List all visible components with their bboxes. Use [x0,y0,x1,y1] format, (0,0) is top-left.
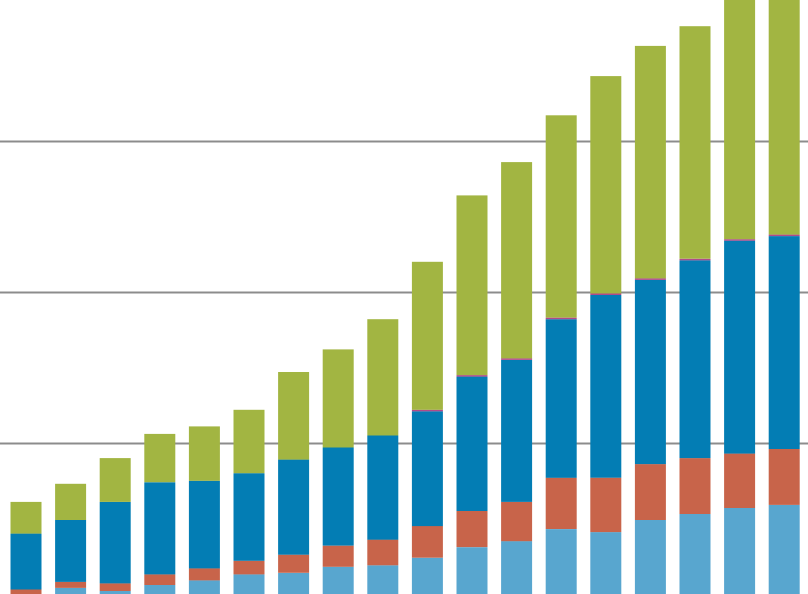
bar-segment-13-series-2 [545,477,577,529]
bar-segment-14-series-4 [590,293,622,295]
bar-segment-1-series-5 [10,501,42,534]
bar-segment-1-series-3 [10,533,42,590]
bar-segment-4-series-3 [144,482,176,575]
bar-segment-5-series-3 [188,480,220,569]
bar-segment-8-series-2 [322,545,354,567]
bar-segment-18-series-1 [768,504,800,594]
bar-segment-16-series-2 [679,458,711,514]
bar-segment-5-series-1 [188,580,220,594]
bar-segment-15-series-4 [634,278,666,280]
bar-segment-6-series-5 [233,409,265,474]
bar-segment-15-series-3 [634,279,666,465]
bar-segment-17-series-2 [724,453,756,508]
bar-segment-2-series-5 [55,483,87,520]
bar-segment-12-series-4 [501,358,533,360]
bar-segment-11-series-5 [456,195,488,376]
bar-segment-11-series-1 [456,547,488,594]
bar-segment-6-series-2 [233,560,265,575]
bar-segment-7-series-2 [278,554,310,573]
bar-segment-17-series-1 [724,507,756,594]
bar-segment-12-series-1 [501,541,533,594]
bar-segment-9-series-1 [367,565,399,594]
bar-segment-2-series-2 [55,581,87,588]
bar-segment-3-series-2 [99,583,131,591]
bar-segment-7-series-3 [278,459,310,555]
bar-segment-16-series-5 [679,26,711,259]
bar-segment-18-series-3 [768,236,800,449]
bar-segment-9-series-5 [367,319,399,436]
bar-segment-18-series-5 [768,0,800,235]
bar-segment-4-series-2 [144,574,176,585]
bar-segment-17-series-4 [724,239,756,241]
bar-segment-10-series-5 [411,261,443,410]
bar-segment-10-series-1 [411,557,443,594]
bar-segment-2-series-3 [55,520,87,582]
bar-segment-7-series-5 [278,372,310,460]
bar-segment-3-series-3 [99,501,131,584]
bar-segment-11-series-3 [456,376,488,511]
bar-segment-9-series-3 [367,435,399,540]
bar-segment-10-series-2 [411,526,443,558]
bar-segment-14-series-2 [590,477,622,533]
bar-segment-4-series-5 [144,433,176,483]
bar-segment-15-series-2 [634,464,666,520]
bar-segment-13-series-4 [545,317,577,320]
bar-segment-3-series-1 [99,591,131,594]
bar-segment-16-series-4 [679,258,711,261]
bar-segment-6-series-3 [233,473,265,561]
bar-segment-4-series-1 [144,584,176,594]
bar-segment-8-series-1 [322,566,354,594]
bar-segment-2-series-1 [55,588,87,594]
bar-segment-11-series-4 [456,375,488,377]
bar-segment-12-series-3 [501,360,533,502]
bar-segment-13-series-5 [545,115,577,318]
bar-segment-14-series-3 [590,295,622,478]
bar-segment-12-series-2 [501,501,533,542]
bar-segment-10-series-4 [411,409,443,412]
bar-segment-18-series-4 [768,234,800,237]
bar-segment-18-series-2 [768,449,800,505]
bar-segment-15-series-5 [634,45,666,279]
bar-segment-5-series-5 [188,426,220,481]
bar-segment-1-series-2 [10,589,42,594]
bar-segment-17-series-5 [724,0,756,240]
bar-segment-8-series-5 [322,349,354,448]
bar-segment-13-series-1 [545,529,577,594]
bar-segment-11-series-2 [456,510,488,548]
bar-segment-8-series-3 [322,447,354,546]
bar-segment-13-series-3 [545,319,577,478]
bar-segment-16-series-1 [679,514,711,594]
bar-segment-15-series-1 [634,520,666,594]
bar-segment-17-series-3 [724,240,756,454]
bar-segment-14-series-5 [590,76,622,294]
bar-segment-12-series-5 [501,162,533,359]
bar-segment-5-series-2 [188,568,220,581]
bar-segment-10-series-3 [411,411,443,527]
bar-segment-9-series-2 [367,539,399,566]
bar-segment-3-series-5 [99,458,131,502]
bar-segment-7-series-1 [278,572,310,594]
bar-segment-14-series-1 [590,532,622,594]
bar-segment-16-series-3 [679,260,711,459]
bar-segment-6-series-1 [233,574,265,594]
